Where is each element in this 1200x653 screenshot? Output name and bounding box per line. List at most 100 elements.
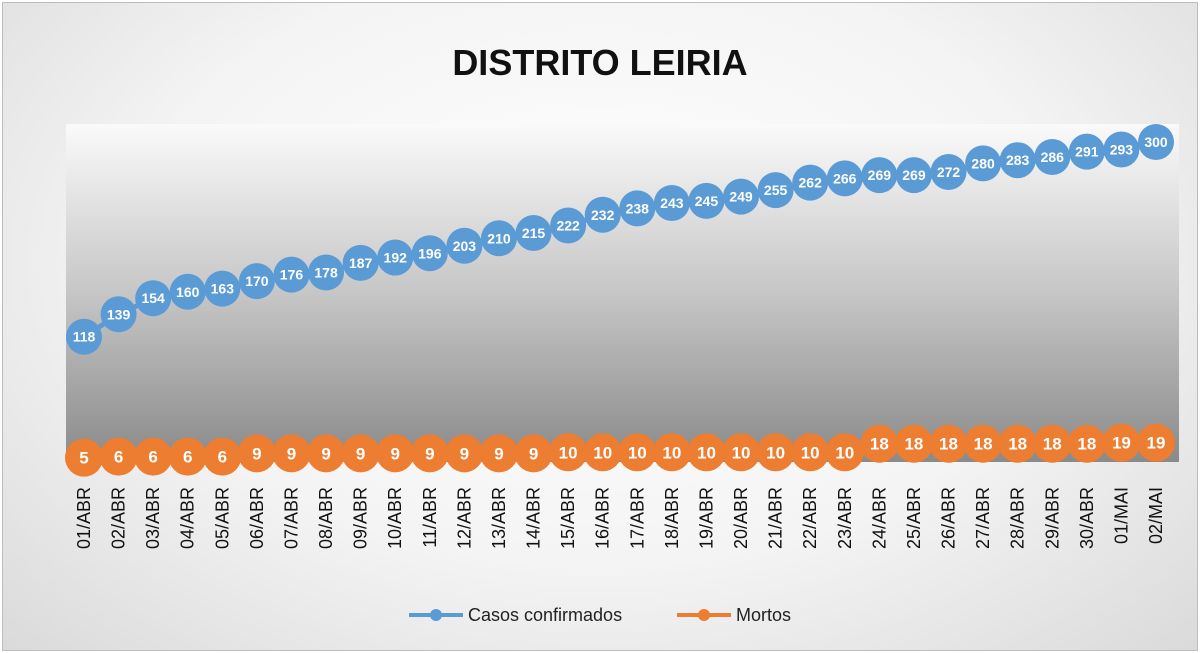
marker-mortos (445, 434, 484, 473)
marker-casos (308, 254, 345, 291)
data-point-mortos: 10 (722, 433, 761, 472)
data-point-mortos: 18 (860, 424, 899, 463)
data-point-casos: 249 (723, 178, 760, 215)
data-point-mortos: 9 (376, 434, 415, 473)
marker-mortos (549, 433, 588, 472)
chart-title: DISTRITO LEIRIA (452, 42, 747, 83)
x-tick-label: 21/ABR (766, 487, 786, 549)
marker-casos (377, 239, 414, 276)
data-label-mortos: 9 (425, 444, 434, 463)
data-label-mortos: 6 (183, 448, 192, 467)
data-point-mortos: 9 (341, 434, 380, 473)
data-point-mortos: 10 (583, 433, 622, 472)
data-point-mortos: 18 (964, 424, 1003, 463)
marker-mortos (376, 434, 415, 473)
legend-label-casos: Casos confirmados (468, 605, 622, 625)
data-point-mortos: 10 (756, 433, 795, 472)
x-tick-label: 29/ABR (1042, 487, 1062, 549)
marker-mortos (860, 424, 899, 463)
x-tick-label: 22/ABR (800, 487, 820, 549)
marker-casos (965, 145, 1002, 182)
x-tick-label: 17/ABR (627, 487, 647, 549)
marker-casos (1138, 124, 1174, 160)
data-point-mortos: 10 (549, 433, 588, 472)
marker-mortos (237, 434, 276, 473)
data-label-casos: 238 (626, 200, 650, 216)
data-point-casos: 154 (135, 280, 172, 317)
data-label-mortos: 18 (1008, 435, 1027, 454)
data-label-mortos: 19 (1147, 434, 1166, 453)
data-point-casos: 245 (688, 182, 725, 219)
marker-mortos (65, 438, 103, 477)
data-label-casos: 243 (660, 195, 684, 211)
data-label-casos: 272 (937, 164, 961, 180)
legend-marker-casos (430, 609, 442, 621)
data-point-mortos: 10 (618, 433, 657, 472)
x-tick-label: 05/ABR (212, 487, 232, 549)
x-tick-label: 26/ABR (939, 487, 959, 549)
data-label-mortos: 9 (460, 444, 469, 463)
data-label-casos: 283 (1006, 152, 1030, 168)
marker-casos (826, 160, 863, 197)
marker-casos (895, 157, 932, 194)
marker-mortos (791, 433, 830, 472)
marker-mortos (168, 437, 207, 476)
data-label-mortos: 10 (732, 443, 751, 462)
data-label-mortos: 6 (148, 448, 157, 467)
data-label-casos: 293 (1110, 141, 1134, 157)
x-tick-label: 11/ABR (420, 487, 440, 548)
data-label-mortos: 6 (114, 448, 123, 467)
data-point-casos: 291 (1068, 133, 1105, 170)
data-label-mortos: 10 (835, 443, 854, 462)
x-tick-label: 30/ABR (1077, 487, 1097, 549)
data-point-mortos: 18 (1067, 424, 1106, 463)
x-tick-label: 07/ABR (281, 487, 301, 549)
marker-casos (411, 235, 448, 272)
data-point-mortos: 9 (445, 434, 484, 473)
data-label-mortos: 9 (252, 444, 261, 463)
data-point-mortos: 5 (65, 438, 103, 477)
x-tick-label: 16/ABR (593, 487, 613, 549)
x-tick-label: 15/ABR (558, 487, 578, 549)
data-label-mortos: 19 (1112, 434, 1131, 453)
data-label-casos: 176 (280, 267, 304, 283)
x-tick-label: 25/ABR (904, 487, 924, 549)
data-label-mortos: 10 (628, 443, 647, 462)
x-tick-label: 04/ABR (178, 487, 198, 549)
data-point-mortos: 9 (307, 434, 346, 473)
data-label-casos: 118 (73, 329, 96, 345)
marker-mortos (99, 437, 138, 476)
marker-mortos (1102, 423, 1141, 462)
data-point-mortos: 10 (825, 433, 864, 472)
x-tick-label: 20/ABR (731, 487, 751, 549)
data-point-casos: 203 (446, 227, 483, 264)
data-point-mortos: 18 (894, 424, 933, 463)
data-label-casos: 196 (418, 245, 442, 261)
marker-mortos (618, 433, 657, 472)
marker-casos (550, 207, 587, 244)
data-label-casos: 210 (487, 230, 511, 246)
data-point-mortos: 18 (1033, 424, 1072, 463)
data-label-casos: 300 (1144, 134, 1168, 150)
data-label-casos: 269 (868, 167, 892, 183)
marker-mortos (307, 434, 346, 473)
data-point-casos: 300 (1138, 124, 1174, 160)
data-point-casos: 262 (792, 164, 829, 201)
data-label-casos: 160 (176, 284, 200, 300)
data-label-mortos: 18 (904, 435, 923, 454)
marker-casos (238, 263, 275, 300)
x-tick-label: 13/ABR (489, 487, 509, 549)
marker-mortos (687, 433, 726, 472)
marker-casos (688, 182, 725, 219)
data-label-casos: 192 (384, 250, 408, 266)
marker-casos (342, 244, 379, 281)
data-point-casos: 266 (826, 160, 863, 197)
marker-mortos (756, 433, 795, 472)
data-label-mortos: 10 (697, 443, 716, 462)
marker-mortos (479, 434, 518, 473)
data-label-mortos: 18 (870, 435, 889, 454)
data-label-casos: 178 (314, 265, 338, 281)
data-point-mortos: 10 (791, 433, 830, 472)
marker-mortos (894, 424, 933, 463)
